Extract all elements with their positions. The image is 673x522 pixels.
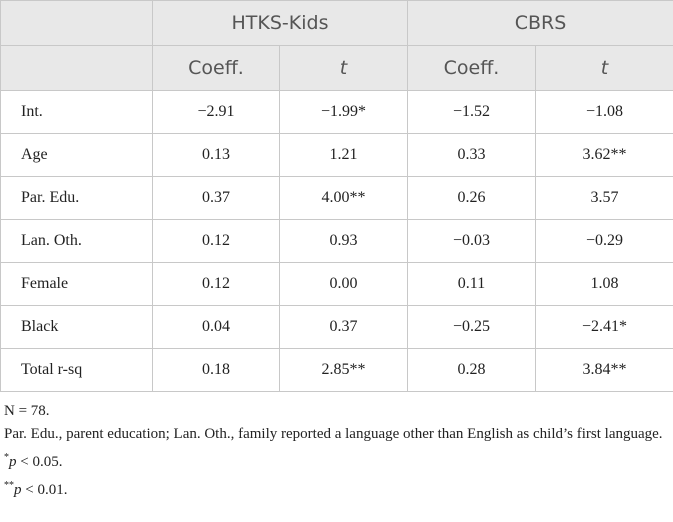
cell: −2.41* [534, 305, 673, 349]
cell: 0.11 [407, 262, 536, 306]
cell: 0.93 [279, 219, 408, 263]
note-text: < 0.05. [16, 454, 63, 470]
cell: 1.21 [279, 133, 408, 177]
table-row: Par. Edu. 0.37 4.00** 0.26 3.57 [0, 176, 673, 220]
table-row: Lan. Oth. 0.12 0.93 −0.03 −0.29 [0, 219, 673, 263]
cell: −0.29 [534, 219, 673, 263]
subheader: t [279, 45, 408, 91]
note-var: p [9, 454, 17, 470]
cell: 0.00 [279, 262, 408, 306]
table-body: Int. −2.91 −1.99* −1.52 −1.08 Age 0.13 1.21 0.33… [0, 90, 673, 392]
note: N = 78. [4, 403, 50, 419]
subheader: Coeff. [152, 45, 280, 91]
note: **p < 0.01. [4, 474, 673, 502]
note: *p < 0.05. [4, 446, 673, 474]
row-label: Lan. Oth. [0, 219, 153, 263]
cell: 0.04 [152, 305, 280, 349]
footnotes: N = 78. Par. Edu., parent education; Lan… [0, 392, 673, 502]
row-label: Age [0, 133, 153, 177]
cell: 0.28 [407, 348, 536, 392]
cell: −0.25 [407, 305, 536, 349]
cell: 0.12 [152, 219, 280, 263]
table-row: Black 0.04 0.37 −0.25 −2.41* [0, 305, 673, 349]
note: Par. Edu., parent education; Lan. Oth., … [4, 426, 663, 442]
cell: 2.85** [279, 348, 408, 392]
cell: 0.18 [152, 348, 280, 392]
row-label: Int. [0, 90, 153, 134]
table-row: Int. −2.91 −1.99* −1.52 −1.08 [0, 90, 673, 134]
table-row: Age 0.13 1.21 0.33 3.62** [0, 133, 673, 177]
cell: −1.99* [279, 90, 408, 134]
table-row: Female 0.12 0.00 0.11 1.08 [0, 262, 673, 306]
table-row: Total r-sq 0.18 2.85** 0.28 3.84** [0, 348, 673, 392]
subheader: Coeff. [407, 45, 536, 91]
group-header: CBRS [406, 0, 673, 46]
cell: 0.26 [407, 176, 536, 220]
cell: 3.84** [534, 348, 673, 392]
note-mark: ** [4, 480, 14, 491]
cell: −1.52 [407, 90, 536, 134]
group-header: HTKS-Kids [152, 0, 408, 46]
cell: 0.37 [279, 305, 408, 349]
cell: 0.12 [152, 262, 280, 306]
cell: −0.03 [407, 219, 536, 263]
row-label: Par. Edu. [0, 176, 153, 220]
corner [0, 0, 153, 46]
row-label: Female [0, 262, 153, 306]
cell: −1.08 [534, 90, 673, 134]
cell: 4.00** [279, 176, 408, 220]
corner [0, 45, 153, 91]
note-text: < 0.01. [21, 482, 68, 498]
results-table: HTKS-Kids CBRS Coeff. t Coeff. t Int. −2.… [0, 0, 673, 392]
row-label: Black [0, 305, 153, 349]
cell: 1.08 [534, 262, 673, 306]
cell: 0.37 [152, 176, 280, 220]
cell: 0.33 [407, 133, 536, 177]
cell: 0.13 [152, 133, 280, 177]
cell: −2.91 [152, 90, 280, 134]
subheader: t [534, 45, 673, 91]
note-mark: * [4, 452, 9, 463]
row-label: Total r-sq [0, 348, 153, 392]
cell: 3.62** [534, 133, 673, 177]
note-var: p [14, 482, 22, 498]
cell: 3.57 [534, 176, 673, 220]
